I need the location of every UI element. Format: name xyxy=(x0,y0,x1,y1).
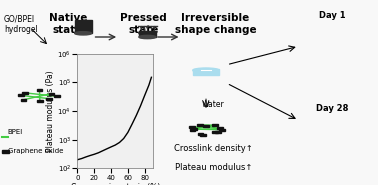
Bar xyxy=(189,126,195,128)
Bar xyxy=(212,124,218,126)
X-axis label: Compressive strain (%): Compressive strain (%) xyxy=(71,183,160,185)
Bar xyxy=(46,98,52,100)
Text: Plateau modulus↑: Plateau modulus↑ xyxy=(175,163,252,172)
Bar xyxy=(49,92,54,95)
Text: Graphene oxide: Graphene oxide xyxy=(8,148,63,154)
Bar xyxy=(212,131,218,133)
Bar xyxy=(198,133,203,135)
Y-axis label: Plateau modulus (Pa): Plateau modulus (Pa) xyxy=(46,70,55,152)
Bar xyxy=(18,94,24,96)
Bar xyxy=(215,131,221,133)
Bar xyxy=(139,31,156,37)
Bar xyxy=(37,89,42,91)
Ellipse shape xyxy=(193,68,219,73)
Text: GO/BPEI
hydrogel: GO/BPEI hydrogel xyxy=(4,15,37,34)
Bar xyxy=(22,92,28,94)
Text: Irreversible
shape change: Irreversible shape change xyxy=(175,13,256,35)
Bar xyxy=(191,128,197,130)
Ellipse shape xyxy=(74,32,91,35)
Bar xyxy=(197,124,203,126)
Bar xyxy=(217,127,223,129)
Bar xyxy=(190,130,195,131)
Text: Water: Water xyxy=(202,100,225,109)
Bar xyxy=(54,95,60,97)
Bar xyxy=(193,69,219,75)
Bar xyxy=(200,134,206,136)
Text: BPEI: BPEI xyxy=(8,130,23,135)
Text: Day 1: Day 1 xyxy=(319,11,346,20)
Ellipse shape xyxy=(139,32,156,35)
Ellipse shape xyxy=(74,26,91,29)
Text: Pressed
state: Pressed state xyxy=(120,13,167,35)
Bar xyxy=(203,125,209,127)
Ellipse shape xyxy=(139,35,156,39)
Text: Crosslink density↑: Crosslink density↑ xyxy=(174,144,253,153)
Text: Day 28: Day 28 xyxy=(316,104,349,113)
Bar xyxy=(37,100,43,102)
Bar xyxy=(74,20,91,33)
Bar xyxy=(2,150,9,153)
Text: Native
state: Native state xyxy=(49,13,87,35)
Bar xyxy=(219,129,225,131)
Bar xyxy=(21,99,26,101)
